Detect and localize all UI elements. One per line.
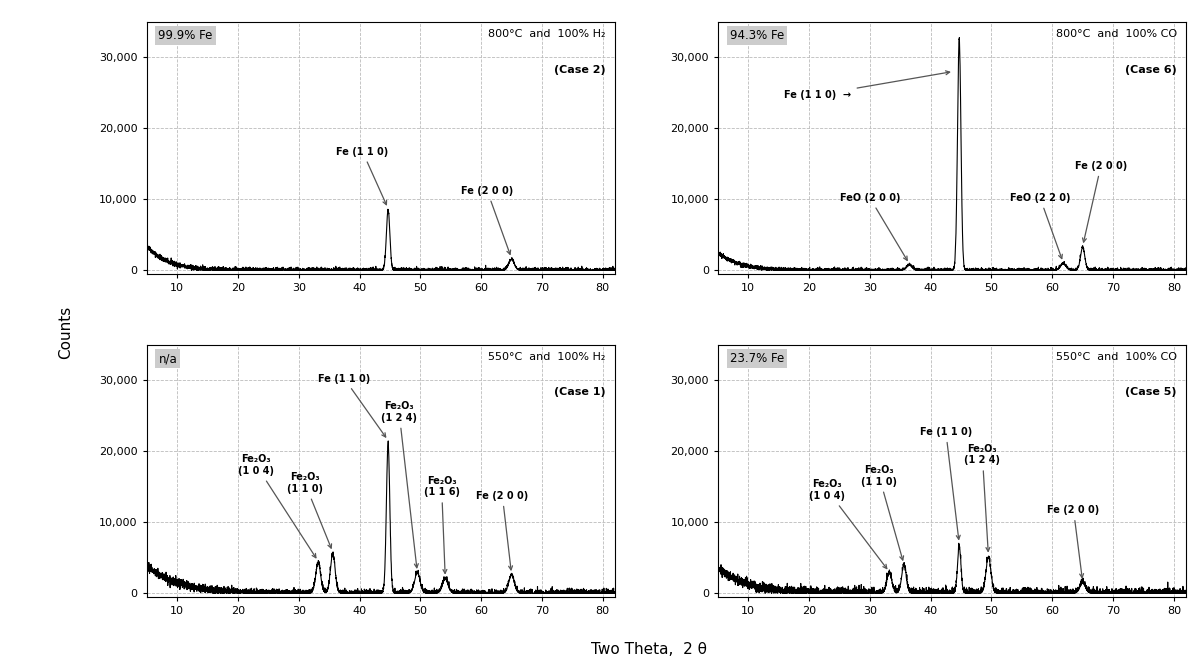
Text: Fe₂O₃
(1 0 4): Fe₂O₃ (1 0 4) (238, 454, 316, 558)
Text: Fe₂O₃
(1 1 0): Fe₂O₃ (1 1 0) (287, 472, 331, 548)
Text: FeO (2 2 0): FeO (2 2 0) (1010, 193, 1070, 258)
Text: Fe (1 1 0): Fe (1 1 0) (336, 147, 389, 205)
Text: Fe (2 0 0): Fe (2 0 0) (1047, 505, 1100, 578)
Text: (Case 2): (Case 2) (554, 64, 605, 74)
Text: Fe (2 0 0): Fe (2 0 0) (461, 186, 513, 254)
Text: Fe (1 1 0)  →: Fe (1 1 0) → (784, 71, 950, 100)
Text: 550°C  and  100% H₂: 550°C and 100% H₂ (488, 352, 605, 362)
Text: Two Theta,  2 θ: Two Theta, 2 θ (591, 642, 706, 657)
Text: (Case 1): (Case 1) (554, 387, 605, 397)
Text: 99.9% Fe: 99.9% Fe (159, 29, 213, 42)
Text: (Case 6): (Case 6) (1125, 64, 1177, 74)
Text: 800°C  and  100% H₂: 800°C and 100% H₂ (488, 29, 605, 39)
Text: Fe (2 0 0): Fe (2 0 0) (1075, 161, 1127, 242)
Text: Fe₂O₃
(1 0 4): Fe₂O₃ (1 0 4) (809, 479, 886, 568)
Text: (Case 5): (Case 5) (1125, 387, 1177, 397)
Text: FeO (2 0 0): FeO (2 0 0) (839, 193, 907, 260)
Text: n/a: n/a (159, 352, 178, 365)
Text: 23.7% Fe: 23.7% Fe (729, 352, 784, 365)
Text: Counts: Counts (59, 305, 73, 359)
Text: 800°C  and  100% CO: 800°C and 100% CO (1056, 29, 1177, 39)
Text: 94.3% Fe: 94.3% Fe (729, 29, 784, 42)
Text: Fe₂O₃
(1 2 4): Fe₂O₃ (1 2 4) (381, 401, 418, 568)
Text: 550°C  and  100% CO: 550°C and 100% CO (1056, 352, 1177, 362)
Text: Fe (2 0 0): Fe (2 0 0) (477, 491, 528, 570)
Text: Fe₂O₃
(1 1 6): Fe₂O₃ (1 1 6) (424, 475, 460, 574)
Text: Fe (1 1 0): Fe (1 1 0) (318, 374, 386, 437)
Text: Fe₂O₃
(1 2 4): Fe₂O₃ (1 2 4) (964, 444, 1000, 551)
Text: Fe (1 1 0): Fe (1 1 0) (920, 427, 972, 539)
Text: Fe₂O₃
(1 1 0): Fe₂O₃ (1 1 0) (861, 465, 903, 560)
